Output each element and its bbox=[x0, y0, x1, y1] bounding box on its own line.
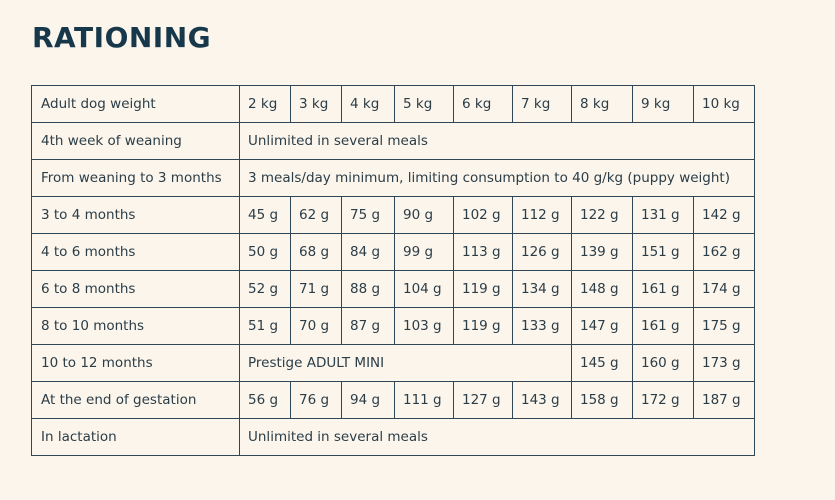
ration-cell: 75 g bbox=[341, 196, 395, 234]
ration-cell: 84 g bbox=[341, 233, 395, 271]
ration-cell: 45 g bbox=[239, 196, 291, 234]
ration-cell: 161 g bbox=[632, 270, 694, 308]
ration-cell: 145 g bbox=[571, 344, 633, 382]
ration-cell: 102 g bbox=[453, 196, 513, 234]
ration-cell: 162 g bbox=[693, 233, 755, 271]
ration-cell: 127 g bbox=[453, 381, 513, 419]
ration-cell: 70 g bbox=[290, 307, 342, 345]
ration-cell: 56 g bbox=[239, 381, 291, 419]
ration-cell: 52 g bbox=[239, 270, 291, 308]
row-label: 3 to 4 months bbox=[31, 196, 240, 234]
row-label: In lactation bbox=[31, 418, 240, 456]
table-row-end-of-gestation: At the end of gestation 56 g 76 g 94 g 1… bbox=[31, 381, 755, 419]
ration-cell: 68 g bbox=[290, 233, 342, 271]
ration-cell: 151 g bbox=[632, 233, 694, 271]
ration-cell: 50 g bbox=[239, 233, 291, 271]
ration-cell: 172 g bbox=[632, 381, 694, 419]
product-cell: Prestige ADULT MINI bbox=[239, 344, 572, 382]
row-label: Adult dog weight bbox=[31, 85, 240, 123]
ration-cell: 134 g bbox=[512, 270, 572, 308]
ration-cell: 126 g bbox=[512, 233, 572, 271]
ration-cell: 87 g bbox=[341, 307, 395, 345]
table-row-8-to-10-months: 8 to 10 months 51 g 70 g 87 g 103 g 119 … bbox=[31, 307, 755, 345]
ration-cell: 113 g bbox=[453, 233, 513, 271]
weight-header-cell: 7 kg bbox=[512, 85, 572, 123]
ration-cell: 131 g bbox=[632, 196, 694, 234]
note-cell: Unlimited in several meals bbox=[239, 122, 755, 160]
ration-cell: 94 g bbox=[341, 381, 395, 419]
page-title: RATIONING bbox=[32, 21, 212, 54]
ration-cell: 148 g bbox=[571, 270, 633, 308]
table-row-weights: Adult dog weight 2 kg 3 kg 4 kg 5 kg 6 k… bbox=[31, 85, 755, 123]
ration-cell: 139 g bbox=[571, 233, 633, 271]
table-row-3-to-4-months: 3 to 4 months 45 g 62 g 75 g 90 g 102 g … bbox=[31, 196, 755, 234]
ration-cell: 104 g bbox=[394, 270, 454, 308]
weight-header-cell: 8 kg bbox=[571, 85, 633, 123]
weight-header-cell: 10 kg bbox=[693, 85, 755, 123]
table-row-4-to-6-months: 4 to 6 months 50 g 68 g 84 g 99 g 113 g … bbox=[31, 233, 755, 271]
ration-cell: 143 g bbox=[512, 381, 572, 419]
row-label: From weaning to 3 months bbox=[31, 159, 240, 197]
weight-header-cell: 6 kg bbox=[453, 85, 513, 123]
ration-cell: 147 g bbox=[571, 307, 633, 345]
row-label: 8 to 10 months bbox=[31, 307, 240, 345]
ration-cell: 175 g bbox=[693, 307, 755, 345]
weight-header-cell: 3 kg bbox=[290, 85, 342, 123]
ration-cell: 142 g bbox=[693, 196, 755, 234]
rationing-table: Adult dog weight 2 kg 3 kg 4 kg 5 kg 6 k… bbox=[31, 85, 755, 456]
row-label: 6 to 8 months bbox=[31, 270, 240, 308]
ration-cell: 187 g bbox=[693, 381, 755, 419]
row-label: 4th week of weaning bbox=[31, 122, 240, 160]
table-row-weaning-to-3-months: From weaning to 3 months 3 meals/day min… bbox=[31, 159, 755, 197]
row-label: 4 to 6 months bbox=[31, 233, 240, 271]
table-row-6-to-8-months: 6 to 8 months 52 g 71 g 88 g 104 g 119 g… bbox=[31, 270, 755, 308]
ration-cell: 158 g bbox=[571, 381, 633, 419]
ration-cell: 111 g bbox=[394, 381, 454, 419]
ration-cell: 88 g bbox=[341, 270, 395, 308]
row-label: At the end of gestation bbox=[31, 381, 240, 419]
ration-cell: 71 g bbox=[290, 270, 342, 308]
ration-cell: 112 g bbox=[512, 196, 572, 234]
ration-cell: 62 g bbox=[290, 196, 342, 234]
ration-cell: 90 g bbox=[394, 196, 454, 234]
ration-cell: 119 g bbox=[453, 270, 513, 308]
ration-cell: 122 g bbox=[571, 196, 633, 234]
ration-cell: 51 g bbox=[239, 307, 291, 345]
ration-cell: 161 g bbox=[632, 307, 694, 345]
row-label: 10 to 12 months bbox=[31, 344, 240, 382]
note-cell: 3 meals/day minimum, limiting consumptio… bbox=[239, 159, 755, 197]
table-row-lactation: In lactation Unlimited in several meals bbox=[31, 418, 755, 456]
ration-cell: 133 g bbox=[512, 307, 572, 345]
table-row-10-to-12-months: 10 to 12 months Prestige ADULT MINI 145 … bbox=[31, 344, 755, 382]
weight-header-cell: 5 kg bbox=[394, 85, 454, 123]
ration-cell: 103 g bbox=[394, 307, 454, 345]
ration-cell: 160 g bbox=[632, 344, 694, 382]
ration-cell: 99 g bbox=[394, 233, 454, 271]
ration-cell: 119 g bbox=[453, 307, 513, 345]
weight-header-cell: 2 kg bbox=[239, 85, 291, 123]
weight-header-cell: 4 kg bbox=[341, 85, 395, 123]
table-row-weaning-4th-week: 4th week of weaning Unlimited in several… bbox=[31, 122, 755, 160]
ration-cell: 173 g bbox=[693, 344, 755, 382]
weight-header-cell: 9 kg bbox=[632, 85, 694, 123]
ration-cell: 174 g bbox=[693, 270, 755, 308]
ration-cell: 76 g bbox=[290, 381, 342, 419]
note-cell: Unlimited in several meals bbox=[239, 418, 755, 456]
